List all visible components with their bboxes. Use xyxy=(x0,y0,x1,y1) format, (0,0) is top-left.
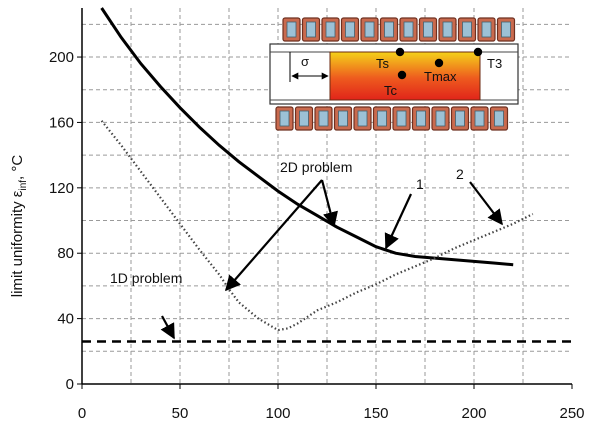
coil-core-top xyxy=(384,21,394,38)
coil-core-bottom xyxy=(377,110,387,127)
y-tick-label: 0 xyxy=(66,376,74,393)
arrow-label2 xyxy=(469,181,503,226)
coil-core-bottom xyxy=(396,110,407,127)
arrow-2d-to-curve2 xyxy=(224,179,323,292)
inset-diagram: σ Ts Tmax Tc T3 xyxy=(269,17,519,131)
coil-core-bottom xyxy=(416,110,426,127)
label-tc: Tc xyxy=(384,83,398,98)
coil-core-top xyxy=(345,21,355,38)
x-tick-label: 200 xyxy=(461,405,486,422)
x-tick-label: 100 xyxy=(265,405,290,422)
series-line-1 xyxy=(100,7,514,267)
y-axis-label: limit uniformity εinf, °C xyxy=(9,155,29,298)
coil-core-bottom xyxy=(318,110,329,127)
temperature-point xyxy=(473,47,483,57)
y-tick-label: 200 xyxy=(49,49,74,66)
y-tick-label: 40 xyxy=(57,311,74,328)
annotations: 2D problem 1D problem 1 2 xyxy=(110,159,503,340)
coil-core-top xyxy=(286,21,297,38)
x-tick-label: 50 xyxy=(172,405,189,422)
x-tick-label: 250 xyxy=(559,405,584,422)
coil-core-top xyxy=(403,21,414,38)
y-tick-label: 80 xyxy=(57,245,74,262)
axes xyxy=(77,8,573,389)
series-lines xyxy=(82,7,572,343)
label-t3: T3 xyxy=(487,56,502,71)
coil-core-top xyxy=(481,21,492,38)
coil-core-bottom xyxy=(299,110,309,127)
label-curve-1: 1 xyxy=(416,176,424,192)
label-ts: Ts xyxy=(376,56,390,71)
coil-core-bottom xyxy=(338,110,348,127)
coil-core-bottom xyxy=(279,110,290,127)
arrow-1d xyxy=(160,315,175,340)
label-2d-problem: 2D problem xyxy=(280,159,352,175)
coil-core-bottom xyxy=(455,110,465,127)
coil-core-top xyxy=(306,21,316,38)
temperature-point xyxy=(395,47,405,57)
temperature-point xyxy=(397,70,407,80)
label-curve-2: 2 xyxy=(456,166,464,182)
tick-labels: 0 50 100 150 200 250 0 40 80 120 160 200 xyxy=(49,49,585,422)
coil-core-top xyxy=(501,21,511,38)
coil-core-bottom xyxy=(357,110,368,127)
y-tick-label: 120 xyxy=(49,180,74,197)
coil-core-bottom xyxy=(494,110,504,127)
series-line-2 xyxy=(100,120,534,332)
label-tmax: Tmax xyxy=(424,69,457,84)
coil-core-top xyxy=(364,21,375,38)
label-1d-problem: 1D problem xyxy=(110,270,182,286)
y-tick-label: 160 xyxy=(49,114,74,131)
arrow-label1 xyxy=(384,193,412,250)
label-sigma: σ xyxy=(301,54,309,69)
x-tick-label: 150 xyxy=(363,405,388,422)
coil-core-bottom xyxy=(474,110,485,127)
coil-core-top xyxy=(423,21,433,38)
temperature-point xyxy=(434,58,444,68)
coil-core-top xyxy=(442,21,453,38)
x-tick-label: 0 xyxy=(78,405,86,422)
coil-core-top xyxy=(325,21,336,38)
arrow-2d-to-curve1 xyxy=(320,179,338,228)
coil-core-bottom xyxy=(435,110,446,127)
coil-core-top xyxy=(462,21,472,38)
